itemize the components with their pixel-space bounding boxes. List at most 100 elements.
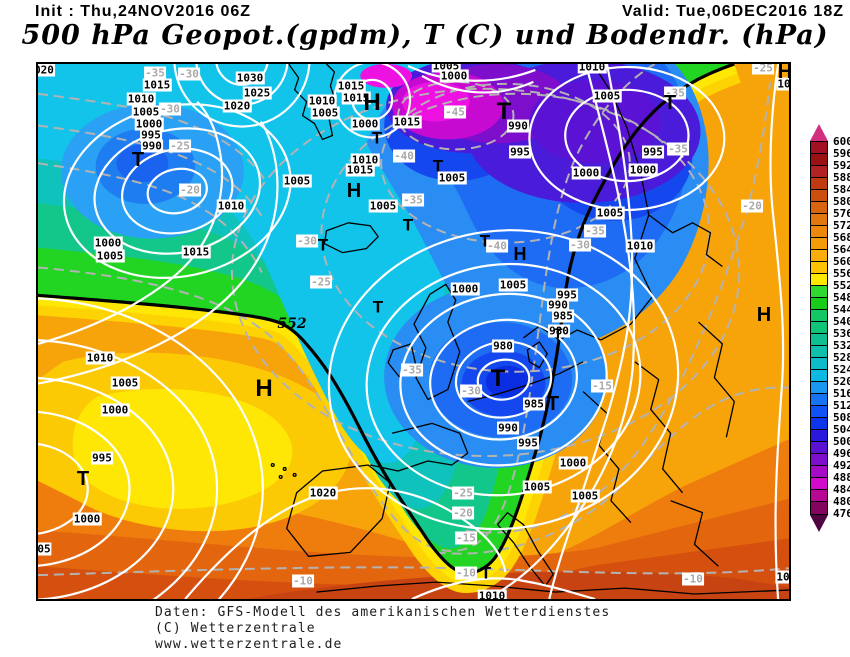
valid-timestamp: Valid: Tue,06DEC2016 18Z [621, 3, 844, 20]
pressure-label: 1005 [431, 64, 461, 73]
pressure-label: 1005 [95, 249, 125, 263]
temperature-label: -15 [591, 379, 613, 393]
legend-arrow-up-icon [810, 124, 828, 141]
temperature-label: -25 [310, 275, 332, 289]
legend-value: 560 [833, 255, 850, 268]
pressure-label: 1000 [93, 236, 123, 250]
temperature-label: -35 [664, 86, 686, 100]
legend-value: 592 [833, 159, 850, 172]
legend-segment [811, 190, 827, 202]
legend-value: 508 [833, 411, 850, 424]
pressure-label: 1010 [577, 62, 607, 74]
pressure-label: 1015 [181, 245, 211, 259]
legend-segment [811, 238, 827, 250]
legend-value: 548 [833, 291, 850, 304]
legend-segment [811, 154, 827, 166]
legend-segment [811, 346, 827, 358]
pressure-label: 1005 [498, 278, 528, 292]
legend-segment [811, 262, 827, 274]
pressure-label: 1010 [216, 199, 246, 213]
pressure-label: 1005 [368, 199, 398, 213]
temperature-label: -30 [159, 102, 181, 116]
pressure-label: 995 [509, 145, 531, 159]
legend-value: 600 [833, 135, 850, 148]
temperature-label: -35 [401, 363, 423, 377]
legend-value: 580 [833, 195, 850, 208]
pressure-center-letter: T [76, 468, 90, 490]
pressure-label: 1000 [450, 282, 480, 296]
pressure-label: 1015 [345, 163, 375, 177]
pressure-label: 990 [497, 421, 519, 435]
legend-segment [811, 382, 827, 394]
legend-segment [811, 298, 827, 310]
legend-value: 564 [833, 243, 850, 256]
pressure-label: 1010 [625, 239, 655, 253]
legend-value: 536 [833, 327, 850, 340]
pressure-center-letter: T [480, 563, 492, 583]
legend-value: 584 [833, 183, 850, 196]
temperature-label: -30 [296, 234, 318, 248]
pressure-center-letter: T [490, 365, 506, 392]
pressure-label: 10 [775, 570, 790, 584]
legend-value: 588 [833, 171, 850, 184]
legend-segment [811, 202, 827, 214]
legend-value: 484 [833, 483, 850, 496]
credits-copyright: (C) Wetterzentrale [155, 621, 316, 636]
map-graphic [38, 64, 789, 599]
temperature-label: -30 [178, 67, 200, 81]
temperature-label: -25 [169, 139, 191, 153]
pressure-center-letter: T [131, 149, 145, 171]
legend-arrow-down-icon [810, 515, 828, 532]
temperature-label: -35 [584, 224, 606, 238]
legend-value: 556 [833, 267, 850, 280]
pressure-label: 1005 [110, 376, 140, 390]
pressure-label: 980 [548, 324, 570, 338]
legend-value: 544 [833, 303, 850, 316]
legend-segment [811, 454, 827, 466]
credits-source: Daten: GFS-Modell des amerikanischen Wet… [155, 605, 611, 620]
legend-segment [811, 418, 827, 430]
pressure-label: 05 [37, 542, 52, 556]
legend-segment [811, 502, 827, 514]
pressure-center-letter: T [546, 393, 560, 415]
pressure-label: 1010 [126, 92, 156, 106]
pressure-label: 1025 [242, 86, 272, 100]
pressure-label: 995 [140, 128, 162, 142]
temperature-label: -35 [402, 193, 424, 207]
legend-segment [811, 430, 827, 442]
legend-segment [811, 478, 827, 490]
pressure-center-letter: H [346, 180, 362, 202]
legend-value: 532 [833, 339, 850, 352]
pressure-label: 980 [492, 339, 514, 353]
pressure-center-letter: T [553, 325, 563, 343]
legend-segment [811, 370, 827, 382]
legend-value: 540 [833, 315, 850, 328]
pressure-label: 995 [642, 145, 664, 159]
pressure-center-letter: T [371, 128, 383, 148]
pressure-label: 1000 [439, 69, 469, 83]
pressure-label: 1000 [558, 456, 588, 470]
pressure-label: 1015 [392, 115, 422, 129]
pressure-label: 985 [523, 397, 545, 411]
pressure-label: 1020 [308, 486, 338, 500]
pressure-center-letter: T [432, 156, 444, 176]
weather-map: 020 1015 1010 1005 1000 995 990 1030 1025 1020 101… [36, 62, 791, 601]
pressure-label: 1005 [282, 174, 312, 188]
pressure-center-letter: T [479, 231, 491, 251]
legend-value: 596 [833, 147, 850, 160]
pressure-label: 1015 [142, 78, 172, 92]
pressure-center-letter: T [372, 297, 384, 317]
legend-segment [811, 310, 827, 322]
pressure-label: 1000 [571, 166, 601, 180]
pressure-center-letter: T [496, 98, 512, 125]
pressure-label: 1005 [310, 106, 340, 120]
pressure-label: 1000 [628, 163, 658, 177]
pressure-label: 1005 [592, 89, 622, 103]
legend-value: 476 [833, 507, 850, 520]
legend-segment [811, 466, 827, 478]
legend-value: 500 [833, 435, 850, 448]
pressure-label: 995 [517, 436, 539, 450]
legend-segment [811, 250, 827, 262]
legend-value: 488 [833, 471, 850, 484]
pressure-label: 1005 [522, 480, 552, 494]
